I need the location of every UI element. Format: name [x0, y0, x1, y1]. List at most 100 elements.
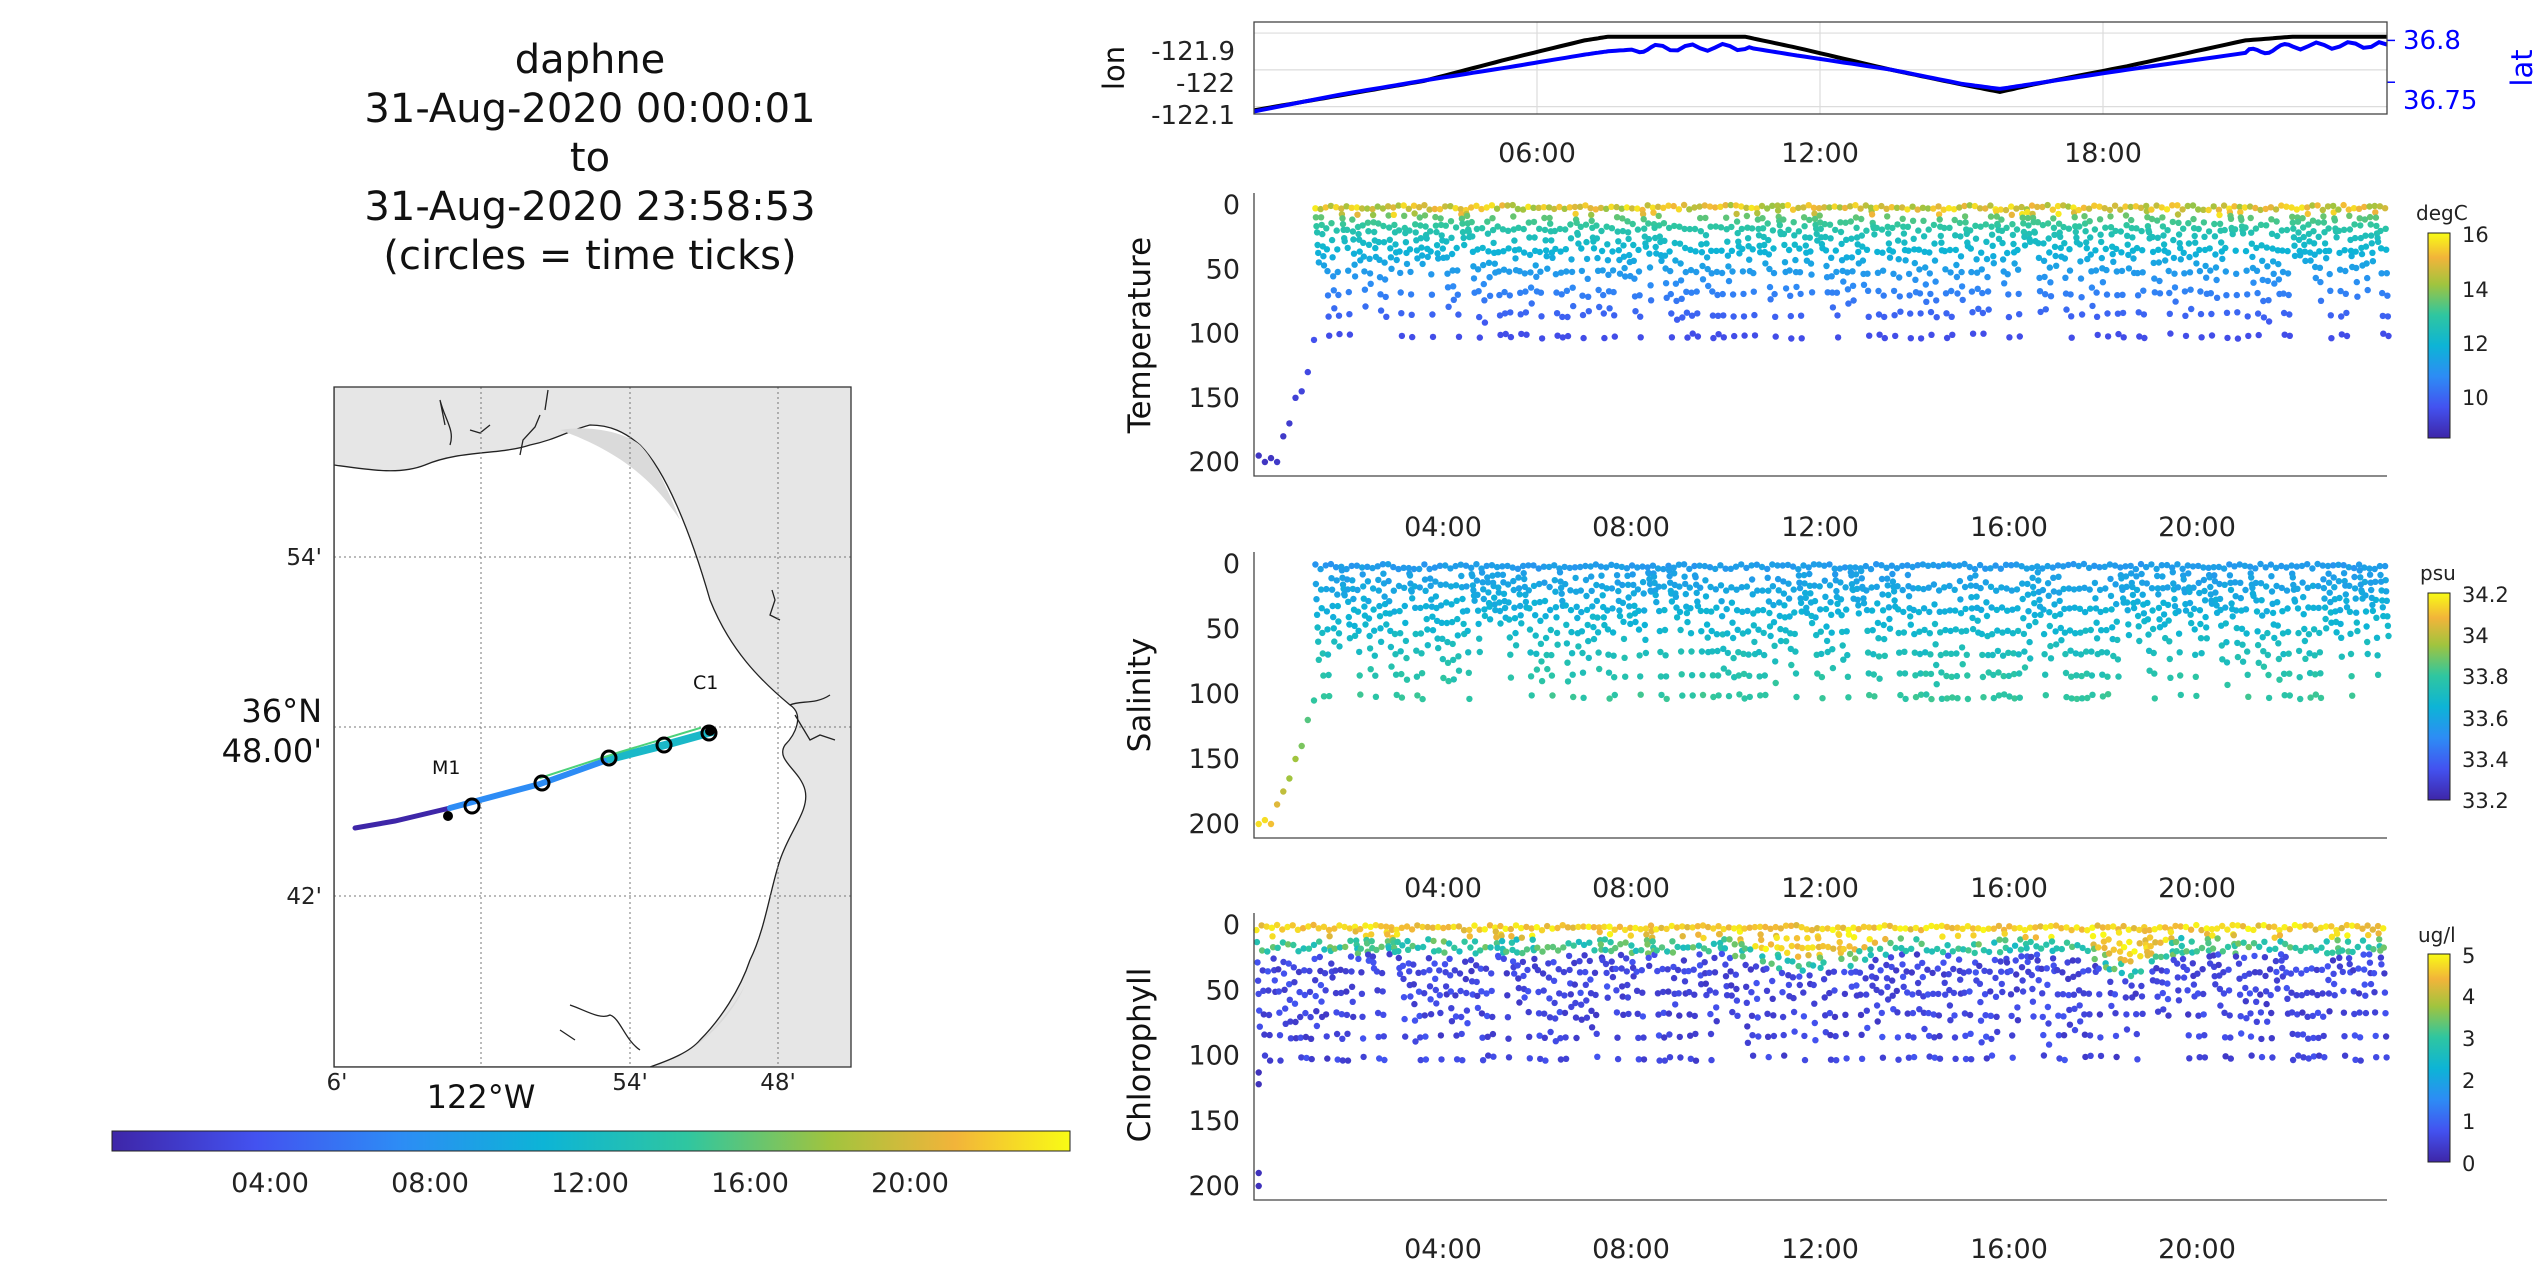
scatter-point — [1541, 226, 1549, 234]
scatter-point — [1748, 989, 1755, 996]
scatter-point — [1711, 969, 1719, 976]
scatter-point — [1485, 1052, 1492, 1059]
scatter-point — [1804, 934, 1811, 942]
scatter-point — [2288, 562, 2295, 569]
scatter-point — [1856, 948, 1863, 955]
scatter-point — [1846, 950, 1854, 958]
scatter-point — [1722, 202, 1729, 209]
scatter-point — [2122, 978, 2129, 985]
scatter-point — [1598, 247, 1606, 255]
scatter-point — [1617, 951, 1625, 959]
scatter-point — [2195, 225, 2202, 233]
scatter-point — [2354, 943, 2361, 951]
scatter-point — [2006, 693, 2013, 700]
scatter-point — [2247, 1010, 2254, 1017]
scatter-point — [2374, 671, 2382, 678]
scatter-point — [1789, 206, 1797, 213]
scatter-point — [1874, 269, 1882, 276]
scatter-point — [1261, 816, 1269, 824]
scatter-point — [1339, 215, 1346, 222]
scatter-point — [1522, 591, 1529, 598]
scatter-point — [2226, 561, 2233, 568]
scatter-point — [2037, 923, 2044, 930]
scatter-point — [1463, 607, 1471, 614]
scatter-point — [1645, 954, 1652, 961]
scatter-point — [1912, 924, 1920, 932]
scatter-point — [2331, 217, 2339, 224]
scatter-point — [2165, 1012, 2172, 1019]
scatter-point — [2190, 605, 2198, 612]
scatter-point — [1602, 960, 1610, 968]
scatter-point — [2369, 249, 2376, 256]
scatter-point — [2377, 571, 2384, 579]
scatter-point — [2283, 203, 2290, 210]
scatter-point — [1442, 562, 1449, 569]
scatter-point — [1938, 695, 1946, 702]
scatter-point — [1733, 997, 1741, 1004]
scatter-point — [1706, 987, 1714, 994]
scatter-point — [1943, 334, 1951, 342]
scatter-point — [1886, 615, 1893, 623]
scatter-point — [1579, 649, 1586, 657]
scatter-point — [1673, 316, 1681, 323]
scatter-point — [1693, 589, 1700, 597]
scatter-point — [1920, 1009, 1928, 1016]
scatter-point — [2298, 562, 2306, 570]
scatter-point — [1609, 973, 1617, 981]
scatter-point — [1706, 564, 1714, 571]
scatter-point — [1265, 1011, 1273, 1019]
scatter-point — [2084, 694, 2091, 702]
scatter-point — [2164, 601, 2172, 609]
scatter-point — [1396, 248, 1403, 255]
scatter-point — [2070, 560, 2077, 568]
scatter-point — [1464, 1020, 1471, 1027]
scatter-point — [1302, 1009, 1309, 1017]
time-tick-circles — [463, 724, 718, 815]
scatter-point — [2100, 931, 2107, 938]
scatter-point — [2092, 247, 2099, 254]
scatter-point — [1779, 1013, 1787, 1021]
scatter-point — [2128, 982, 2135, 989]
scatter-point — [1980, 694, 1987, 701]
scatter-point — [1614, 1055, 1622, 1063]
scatter-point — [1857, 991, 1864, 998]
scatter-point — [1357, 945, 1365, 952]
salinity-scatter — [1255, 560, 2392, 828]
scatter-point — [1925, 1009, 1932, 1017]
scatter-point — [1313, 1008, 1320, 1015]
scatter-point — [2110, 946, 2117, 953]
scatter-point — [1889, 248, 1897, 255]
scatter-point — [1935, 211, 1943, 218]
scatter-point — [1840, 945, 1847, 953]
scatter-point — [2307, 694, 2314, 701]
scatter-point — [2358, 250, 2366, 258]
scatter-point — [2148, 585, 2156, 592]
scatter-point — [1792, 670, 1800, 677]
scatter-point — [1435, 644, 1442, 652]
scatter-point — [2050, 962, 2057, 969]
scatter-point — [2381, 970, 2388, 977]
scatter-point — [2122, 573, 2130, 580]
scatter-point — [1766, 609, 1773, 617]
scatter-point — [2166, 310, 2173, 317]
scatter-point — [1552, 588, 1559, 595]
temp-xtick: 20:00 — [2158, 512, 2236, 543]
scatter-point — [1949, 948, 1957, 955]
scatter-point — [2192, 651, 2199, 658]
scatter-point — [1572, 574, 1579, 582]
scatter-point — [1568, 1003, 1575, 1011]
scatter-point — [1371, 228, 1378, 236]
scatter-point — [2144, 616, 2152, 623]
scatter-point — [1495, 268, 1503, 275]
scatter-point — [1868, 584, 1875, 591]
scatter-point — [1930, 561, 1937, 569]
scatter-point — [2361, 203, 2368, 211]
scatter-point — [2055, 573, 2062, 580]
scatter-point — [1381, 259, 1388, 266]
scatter-point — [1488, 202, 1496, 209]
scatter-point — [1770, 601, 1777, 609]
scatter-point — [2213, 276, 2220, 284]
scatter-point — [2131, 948, 2138, 955]
scatter-point — [1945, 561, 1953, 568]
scatter-point — [1531, 599, 1538, 606]
